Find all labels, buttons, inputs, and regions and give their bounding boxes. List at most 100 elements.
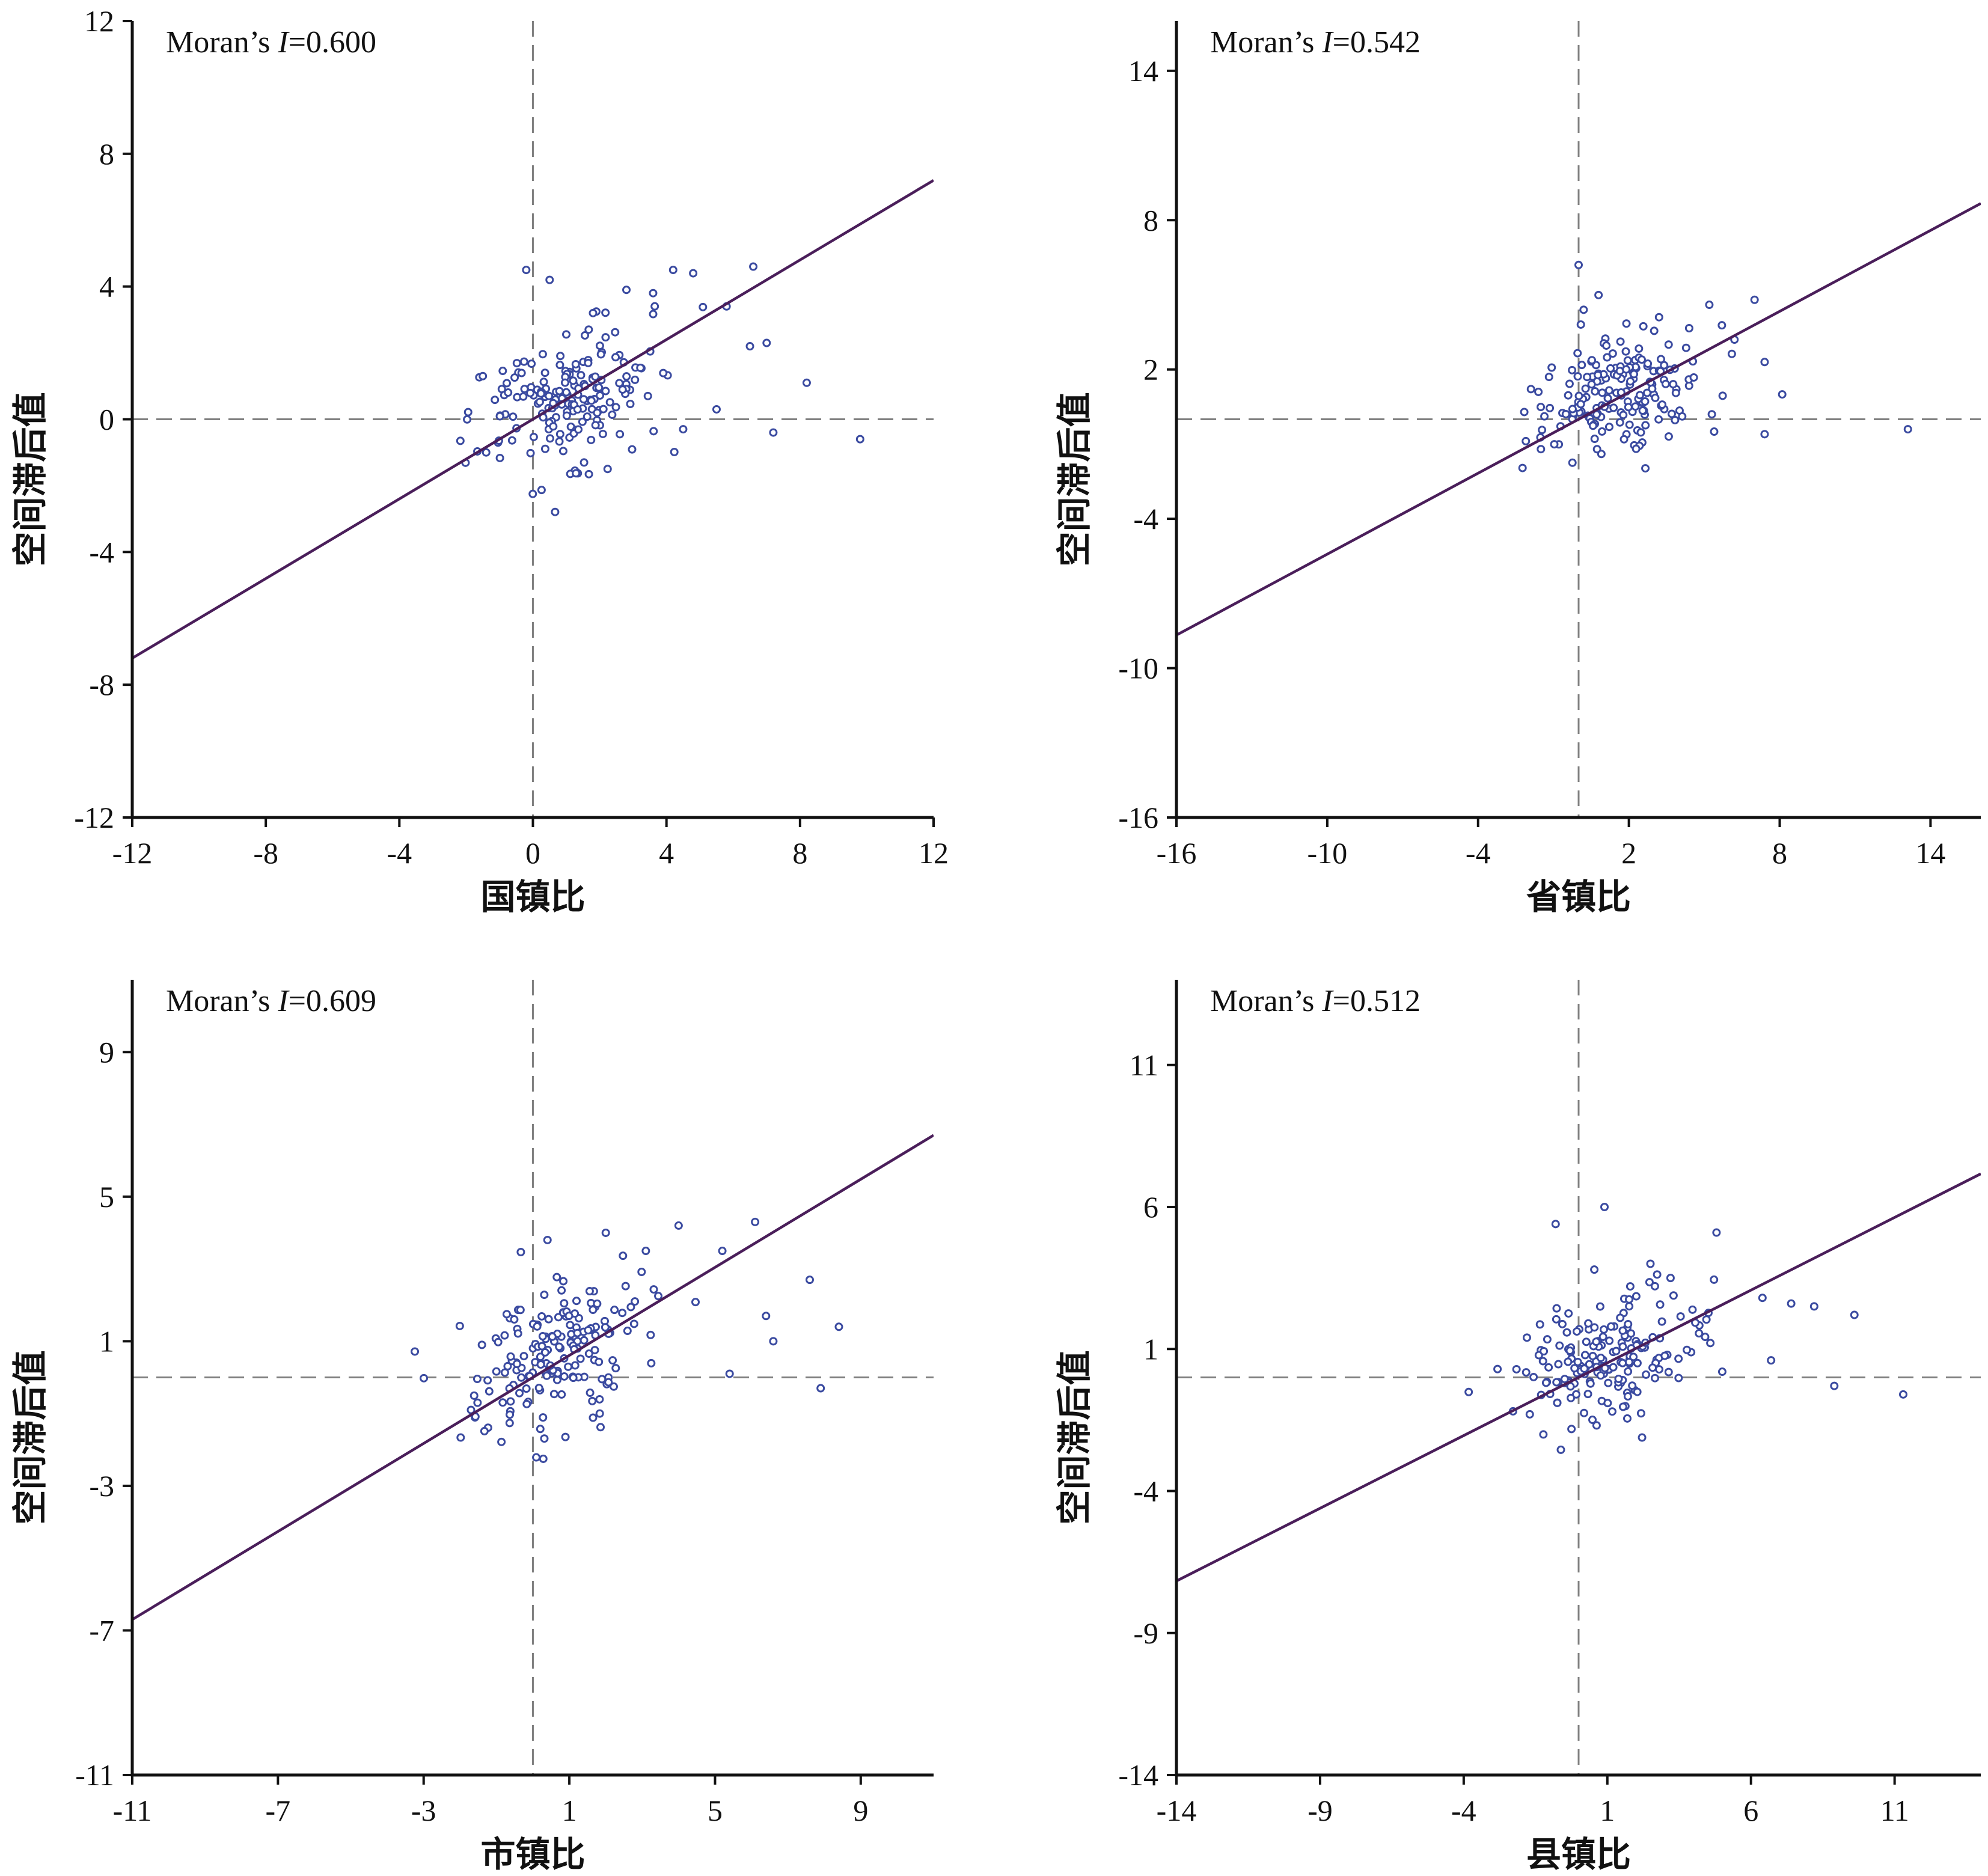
- scatter-point: [1604, 423, 1613, 432]
- scatter-point: [1651, 393, 1660, 402]
- scatter-point: [1534, 387, 1543, 396]
- scatter-point: [538, 1332, 547, 1341]
- scatter-point: [762, 338, 771, 347]
- scatter-point: [1609, 403, 1618, 412]
- scatter-point: [589, 1413, 598, 1422]
- scatter-point: [1595, 1302, 1604, 1311]
- scatter-point: [520, 385, 529, 394]
- x-tick-label: -14: [1157, 1794, 1197, 1827]
- scatter-point: [502, 1310, 511, 1319]
- scatter-point: [555, 437, 564, 446]
- scatter-point: [1688, 1305, 1697, 1314]
- scatter-point: [623, 1327, 632, 1336]
- scatter-point: [1678, 412, 1687, 421]
- scatter-point: [1582, 1337, 1591, 1346]
- scatter-point: [551, 507, 560, 516]
- scatter-points: [411, 1217, 843, 1463]
- scatter-point: [593, 1299, 602, 1308]
- scatter-point: [1664, 340, 1673, 349]
- scatter-point: [1603, 1399, 1612, 1408]
- scatter-point: [1464, 1387, 1473, 1396]
- x-tick-label: 1: [562, 1794, 577, 1827]
- scatter-point: [1594, 370, 1603, 379]
- scatter-point: [540, 1291, 549, 1300]
- scatter-point: [570, 1361, 580, 1370]
- scatter-point: [1537, 403, 1546, 412]
- scatter-point: [725, 1369, 734, 1378]
- scatter-point: [1646, 1259, 1655, 1268]
- scatter-point: [495, 412, 504, 421]
- scatter-point: [1710, 1275, 1719, 1284]
- scatter-point: [1660, 1351, 1669, 1360]
- scatter-point: [1586, 1379, 1595, 1388]
- scatter-point: [855, 435, 864, 444]
- scatter-point: [1626, 377, 1635, 386]
- scatter-point: [1641, 464, 1650, 473]
- regression-line: [1176, 1172, 1981, 1583]
- scatter-point: [596, 350, 605, 359]
- scatter-point: [537, 1312, 546, 1321]
- scatter-point: [1604, 1378, 1613, 1387]
- scatter-point: [579, 395, 588, 404]
- scatter-point: [540, 368, 549, 377]
- y-tick-label: 4: [99, 270, 114, 304]
- scatter-point: [611, 1364, 620, 1373]
- scatter-point: [498, 1398, 507, 1407]
- scatter-point: [544, 1315, 553, 1324]
- scatter-point: [505, 1419, 514, 1428]
- scatter-point: [1641, 421, 1650, 430]
- scatter-point: [466, 1405, 476, 1414]
- scatter-point: [1552, 1378, 1561, 1387]
- scatter-point: [1556, 1445, 1565, 1454]
- scatter-point: [598, 1375, 607, 1384]
- y-tick-label: -8: [89, 668, 114, 701]
- scatter-point: [473, 1375, 482, 1384]
- scatter-point: [552, 1273, 561, 1282]
- scatter-point: [536, 1360, 545, 1369]
- scatter-point: [586, 1389, 595, 1398]
- scatter-point: [1689, 373, 1698, 382]
- scatter-point: [585, 1287, 594, 1296]
- scatter-point: [1707, 410, 1716, 419]
- scatter-point: [616, 430, 625, 439]
- scatter-point: [649, 1285, 658, 1294]
- scatter-point: [1702, 1315, 1711, 1324]
- scatter-point: [555, 430, 564, 439]
- scatter-point: [1573, 349, 1582, 358]
- y-tick-label: -14: [1118, 1758, 1158, 1792]
- scatter-point: [572, 469, 581, 478]
- scatter-point: [1607, 1407, 1616, 1416]
- scatter-point: [1583, 373, 1592, 382]
- scatter-point: [769, 428, 778, 437]
- scatter-point: [769, 1337, 778, 1346]
- scatter-point: [751, 1217, 760, 1226]
- scatter-point: [1684, 324, 1693, 333]
- scatter-point: [512, 359, 521, 368]
- x-tick-label: -4: [1466, 836, 1491, 870]
- scatter-point: [510, 1315, 519, 1324]
- scatter-point: [1717, 321, 1727, 330]
- scatter-point: [540, 444, 549, 453]
- morans-i-annotation: Moran’s I=0.600: [166, 25, 376, 60]
- scatter-point: [569, 1373, 578, 1383]
- scatter-point: [637, 1268, 646, 1277]
- x-tick-label: -9: [1307, 1794, 1333, 1827]
- scatter-point: [1585, 1360, 1594, 1369]
- regression-line: [132, 1134, 934, 1621]
- scatter-point: [1605, 1336, 1614, 1345]
- scatter-point: [498, 367, 507, 376]
- scatter-point: [1587, 380, 1596, 389]
- x-tick-label: -11: [113, 1794, 152, 1827]
- scatter-point: [1787, 1299, 1796, 1308]
- scatter-point: [572, 1297, 581, 1306]
- scatter-point: [1580, 1351, 1589, 1360]
- scatter-point: [596, 391, 605, 400]
- scatter-point: [1903, 425, 1912, 434]
- morans-i-annotation: Moran’s I=0.609: [166, 984, 376, 1018]
- scatter-point: [573, 405, 582, 414]
- morans-i-annotation: Moran’s I=0.542: [1210, 25, 1421, 60]
- scatter-point: [611, 328, 620, 337]
- scatter-point: [1576, 400, 1585, 409]
- scatter-point: [526, 388, 535, 397]
